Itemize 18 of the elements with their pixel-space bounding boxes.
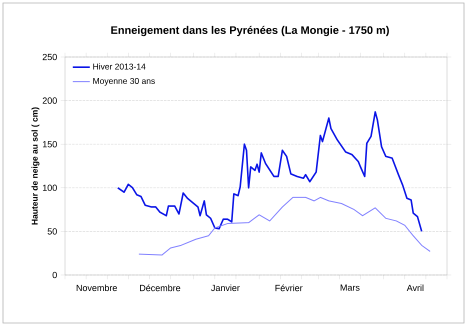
x-tick-label: Mars [340, 284, 360, 291]
y-tick-label: 150 [42, 141, 57, 148]
chart-title: Enneigement dans les Pyrénées (La Mongie - 1750 m) [111, 26, 389, 36]
x-tick-label: Avril [406, 284, 424, 291]
y-tick-label: 250 [42, 54, 57, 60]
x-tick-label: Décembre [140, 284, 180, 292]
line-series [116, 111, 422, 232]
x-tick-label: Novembre [76, 284, 117, 292]
legend-label: Moyenne 30 ans [93, 78, 155, 86]
x-tick-label: Février [276, 284, 303, 292]
y-tick-label: 200 [42, 97, 57, 104]
line-series [138, 196, 431, 256]
y-axis-title: Hauteur de neige au sol ( cm) [31, 107, 40, 224]
x-tick-label: Janvier [211, 284, 240, 292]
y-tick-label: 100 [42, 184, 57, 191]
y-tick-label: 0 [52, 272, 57, 278]
y-tick-label: 50 [48, 228, 57, 235]
legend-label: Hiver 2013-14 [93, 63, 146, 70]
